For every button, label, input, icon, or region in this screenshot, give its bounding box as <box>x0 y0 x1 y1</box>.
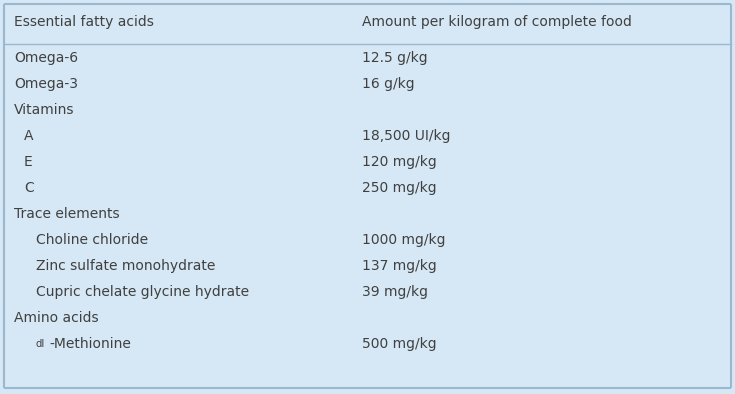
Text: 500 mg/kg: 500 mg/kg <box>362 337 437 351</box>
Text: Amino acids: Amino acids <box>14 311 98 325</box>
Text: 1000 mg/kg: 1000 mg/kg <box>362 233 445 247</box>
Text: Omega-6: Omega-6 <box>14 51 78 65</box>
Text: A: A <box>24 129 34 143</box>
Text: 120 mg/kg: 120 mg/kg <box>362 155 437 169</box>
Text: Essential fatty acids: Essential fatty acids <box>14 15 154 29</box>
Text: 250 mg/kg: 250 mg/kg <box>362 181 437 195</box>
Text: 16 g/kg: 16 g/kg <box>362 77 415 91</box>
Text: Choline chloride: Choline chloride <box>36 233 148 247</box>
Text: 137 mg/kg: 137 mg/kg <box>362 259 437 273</box>
Text: Vitamins: Vitamins <box>14 103 74 117</box>
Text: Cupric chelate glycine hydrate: Cupric chelate glycine hydrate <box>36 285 249 299</box>
Text: Omega-3: Omega-3 <box>14 77 78 91</box>
Text: 18,500 UI/kg: 18,500 UI/kg <box>362 129 451 143</box>
Text: -Methionine: -Methionine <box>49 337 131 351</box>
Text: Trace elements: Trace elements <box>14 207 120 221</box>
Text: 12.5 g/kg: 12.5 g/kg <box>362 51 428 65</box>
Text: 39 mg/kg: 39 mg/kg <box>362 285 428 299</box>
Text: dl: dl <box>36 339 46 349</box>
Text: Amount per kilogram of complete food: Amount per kilogram of complete food <box>362 15 632 29</box>
Text: E: E <box>24 155 33 169</box>
Text: Zinc sulfate monohydrate: Zinc sulfate monohydrate <box>36 259 215 273</box>
Text: C: C <box>24 181 34 195</box>
